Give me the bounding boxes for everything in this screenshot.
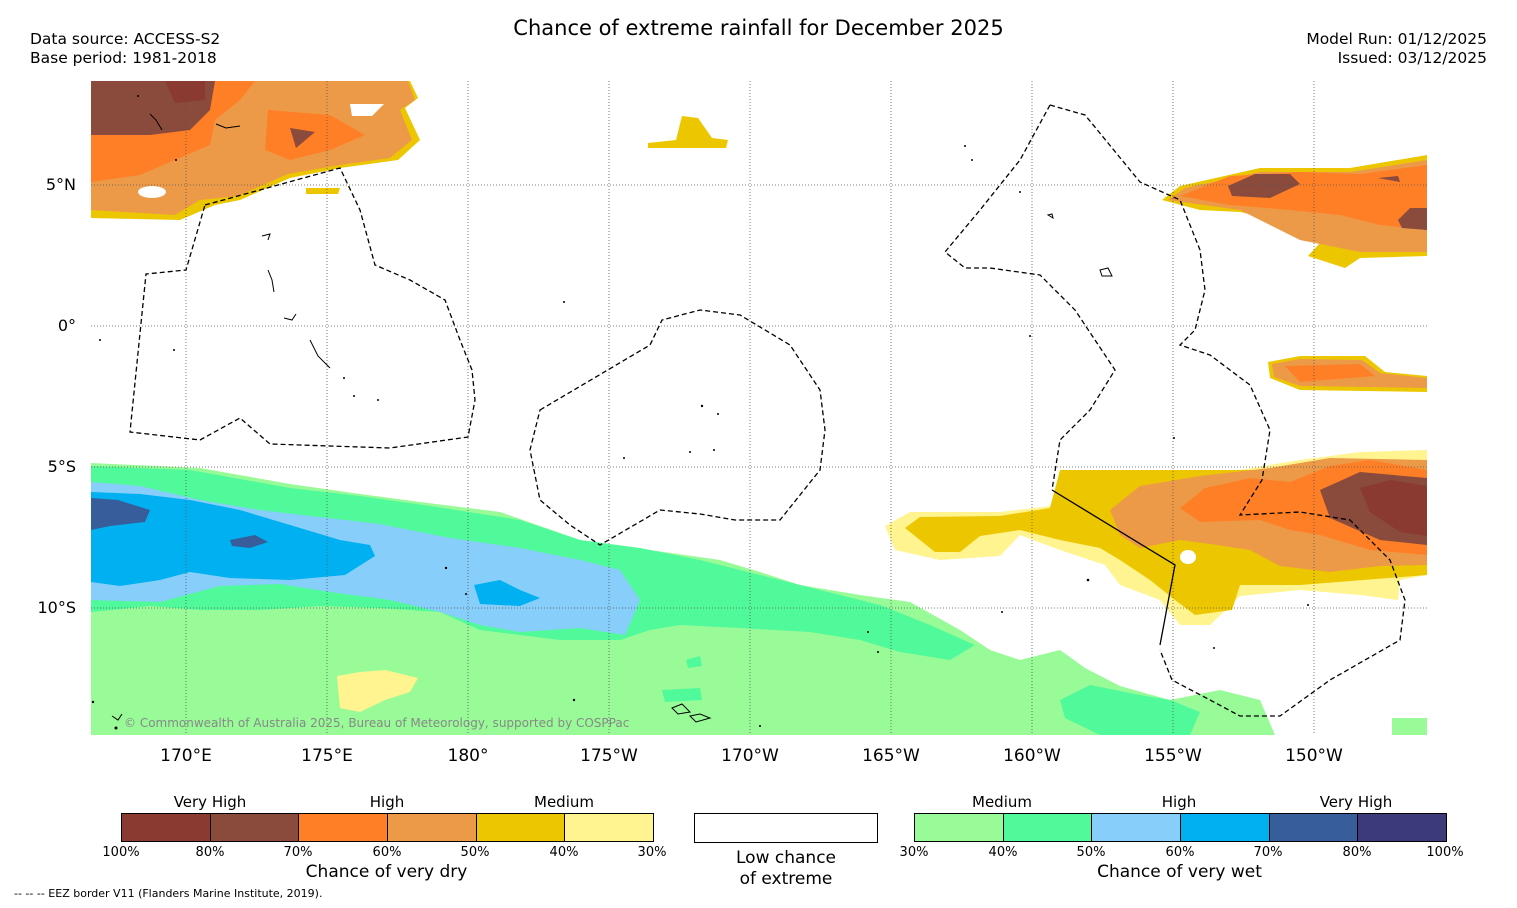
low-chance-line1: Low chance bbox=[736, 848, 836, 868]
wet-swatch-4 bbox=[1181, 814, 1270, 841]
issued-text: Issued: 03/12/2025 bbox=[1337, 49, 1487, 67]
dry-swatch-1 bbox=[122, 814, 211, 841]
lon-label-180: 180° bbox=[447, 746, 489, 766]
dry-caption: Chance of very dry bbox=[305, 862, 468, 882]
dry-colorbar bbox=[121, 813, 654, 842]
lat-label-5s: 5°S bbox=[47, 457, 76, 476]
wet-tick: 50% bbox=[1076, 845, 1106, 860]
dry-region-northwest bbox=[91, 81, 420, 220]
wet-swatch-6 bbox=[1358, 814, 1447, 841]
wet-level-medium: Medium bbox=[972, 793, 1032, 811]
dry-level-high: High bbox=[369, 793, 405, 811]
lon-label-160w: 160°W bbox=[1003, 746, 1061, 766]
wet-level-high: High bbox=[1161, 793, 1197, 811]
lon-label-175e: 175°E bbox=[301, 746, 353, 766]
wet-swatch-3 bbox=[1092, 814, 1182, 841]
run-info: Model Run: 01/12/2025 Issued: 03/12/2025 bbox=[1306, 30, 1487, 68]
lat-label-5n: 5°N bbox=[45, 175, 76, 194]
lon-label-170e: 170°E bbox=[160, 746, 212, 766]
low-chance-swatch bbox=[694, 813, 878, 843]
dry-tick: 100% bbox=[102, 845, 140, 860]
dry-tick: 50% bbox=[460, 845, 490, 860]
wet-tick: 30% bbox=[899, 845, 929, 860]
model-run-text: Model Run: 01/12/2025 bbox=[1306, 30, 1487, 48]
dry-level-very-high: Very High bbox=[173, 793, 247, 811]
dry-swatch-3 bbox=[299, 814, 389, 841]
dry-swatch-2 bbox=[210, 814, 300, 841]
wet-region-south bbox=[91, 463, 1427, 735]
wet-tick: 60% bbox=[1165, 845, 1195, 860]
dry-region-east bbox=[1162, 155, 1427, 392]
wet-swatch-1 bbox=[915, 814, 1004, 841]
dry-level-medium: Medium bbox=[534, 793, 594, 811]
wet-level-very-high: Very High bbox=[1319, 793, 1393, 811]
lon-label-165w: 165°W bbox=[862, 746, 920, 766]
lon-label-150w: 150°W bbox=[1285, 746, 1343, 766]
dry-tick: 80% bbox=[195, 845, 225, 860]
wet-tick: 80% bbox=[1342, 845, 1372, 860]
dry-tick: 40% bbox=[549, 845, 579, 860]
dry-tick: 30% bbox=[637, 845, 667, 860]
wet-tick: 70% bbox=[1253, 845, 1283, 860]
wet-tick: 100% bbox=[1426, 845, 1464, 860]
lon-label-175w: 175°W bbox=[580, 746, 638, 766]
dry-swatch-4 bbox=[388, 814, 477, 841]
islands bbox=[111, 113, 1113, 723]
wet-swatch-5 bbox=[1269, 814, 1359, 841]
wet-caption: Chance of very wet bbox=[1097, 862, 1262, 882]
wet-swatch-2 bbox=[1003, 814, 1093, 841]
dry-tick: 70% bbox=[283, 845, 313, 860]
eez-footnote: -- -- -- EEZ border V11 (Flanders Marine… bbox=[14, 887, 323, 900]
eez-borders bbox=[129, 104, 1406, 717]
low-chance-caption: Low chance of extreme bbox=[694, 848, 878, 890]
lat-label-0: 0° bbox=[57, 316, 76, 335]
map-graticule bbox=[91, 81, 1427, 735]
wet-colorbar bbox=[914, 813, 1447, 842]
dry-patch-central bbox=[648, 116, 728, 148]
map-title: Chance of extreme rainfall for December … bbox=[513, 16, 1004, 40]
wet-tick: 40% bbox=[988, 845, 1018, 860]
dry-region-southeast bbox=[885, 450, 1427, 625]
dry-swatch-6 bbox=[565, 814, 654, 841]
island-dots bbox=[91, 95, 1309, 730]
low-chance-line2: of extreme bbox=[739, 869, 833, 889]
data-source-text: Data source: ACCESS-S2 bbox=[30, 30, 221, 48]
lon-label-155w: 155°W bbox=[1144, 746, 1202, 766]
lon-label-170w: 170°W bbox=[721, 746, 779, 766]
lat-label-10s: 10°S bbox=[37, 598, 76, 617]
maritime-boundary-line bbox=[1051, 489, 1176, 646]
dry-tick: 60% bbox=[372, 845, 402, 860]
base-period-text: Base period: 1981-2018 bbox=[30, 49, 217, 67]
dry-swatch-5 bbox=[476, 814, 566, 841]
copyright-note: © Commonwealth of Australia 2025, Bureau… bbox=[124, 716, 630, 730]
data-info: Data source: ACCESS-S2 Base period: 1981… bbox=[30, 30, 220, 68]
